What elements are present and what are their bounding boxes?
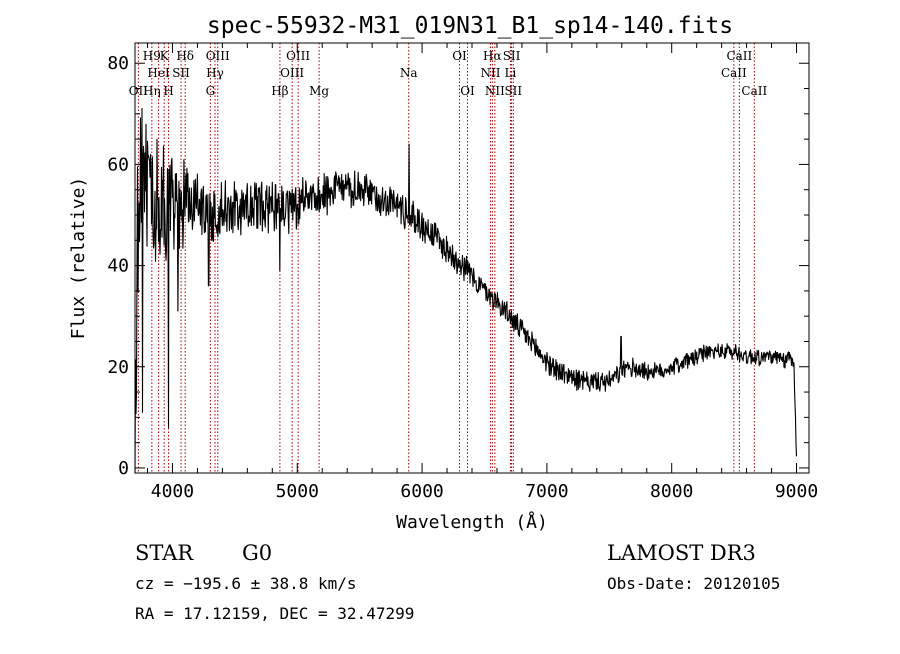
- plot-frame: [134, 42, 810, 474]
- spectral-line-label: Hγ: [206, 66, 224, 80]
- x-axis-label: Wavelength (Å): [396, 511, 548, 533]
- spectral-line-label: Mg: [309, 84, 329, 98]
- spectral-line-label: SII: [504, 84, 522, 98]
- spectral-line-label: Hβ: [271, 84, 288, 98]
- x-tick-label: 7000: [525, 481, 568, 502]
- x-tick-label: 5000: [276, 481, 319, 502]
- spectral-line-label: OIII: [286, 49, 310, 63]
- spectral-line-label: Na: [400, 66, 418, 80]
- spectral-line-label: SII: [172, 66, 190, 80]
- spectral-line-label: Hδ: [176, 49, 194, 63]
- observation-date: Obs-Date: 20120105: [607, 574, 780, 593]
- x-tick-label: 6000: [400, 481, 443, 502]
- coordinates: RA = 17.12159, DEC = 32.47299: [135, 604, 414, 623]
- spectral-line-markers: [137, 43, 755, 473]
- spectral-line-label: H: [163, 84, 173, 98]
- spectral-line-label: SII: [503, 49, 521, 63]
- spectral-line-label: K: [160, 49, 170, 63]
- object-class: STAR: [135, 541, 194, 565]
- spectral-line-label: HeI: [147, 66, 170, 80]
- survey-name: LAMOST DR3: [607, 541, 756, 565]
- x-tick-label: 4000: [151, 481, 194, 502]
- spectral-line-label: Hη: [143, 84, 161, 98]
- redshift-velocity: cz = −195.6 ± 38.8 km/s: [135, 574, 357, 593]
- y-tick-label: 40: [107, 256, 129, 277]
- spectral-line-label: G: [206, 84, 216, 98]
- y-tick-label: 20: [107, 357, 129, 378]
- object-subclass: G0: [242, 541, 272, 565]
- spectral-line-label: H9: [143, 49, 161, 63]
- chart-title: spec-55932-M31_019N31_B1_sp14-140.fits: [207, 13, 733, 39]
- y-tick-label: 0: [118, 458, 129, 479]
- x-tick-label: 8000: [650, 481, 693, 502]
- axis-ticks: 4000 5000 6000 7000 8000 9000 0 20 40 60 80: [107, 43, 818, 502]
- y-tick-label: 80: [107, 53, 129, 74]
- spectral-line-label: CaII: [721, 66, 747, 80]
- spectral-line-label: NII: [485, 84, 505, 98]
- spectrum-line: [134, 108, 798, 474]
- spectral-line-label: OIII: [206, 49, 230, 63]
- spectral-line-label: OII: [129, 84, 149, 98]
- spectral-line-label: CaII: [726, 49, 752, 63]
- spectral-line-label: OIII: [280, 66, 304, 80]
- spectral-line-label: OI: [460, 84, 475, 98]
- y-axis-label: Flux (relative): [68, 177, 89, 340]
- y-tick-label: 60: [107, 154, 129, 175]
- spectral-line-label: NII: [480, 66, 500, 80]
- spectral-line-label: CaII: [741, 84, 767, 98]
- spectral-line-label: OI: [452, 49, 467, 63]
- x-tick-label: 9000: [775, 481, 818, 502]
- spectral-line-label: Li: [505, 66, 517, 80]
- spectral-line-label: Hα: [483, 49, 502, 63]
